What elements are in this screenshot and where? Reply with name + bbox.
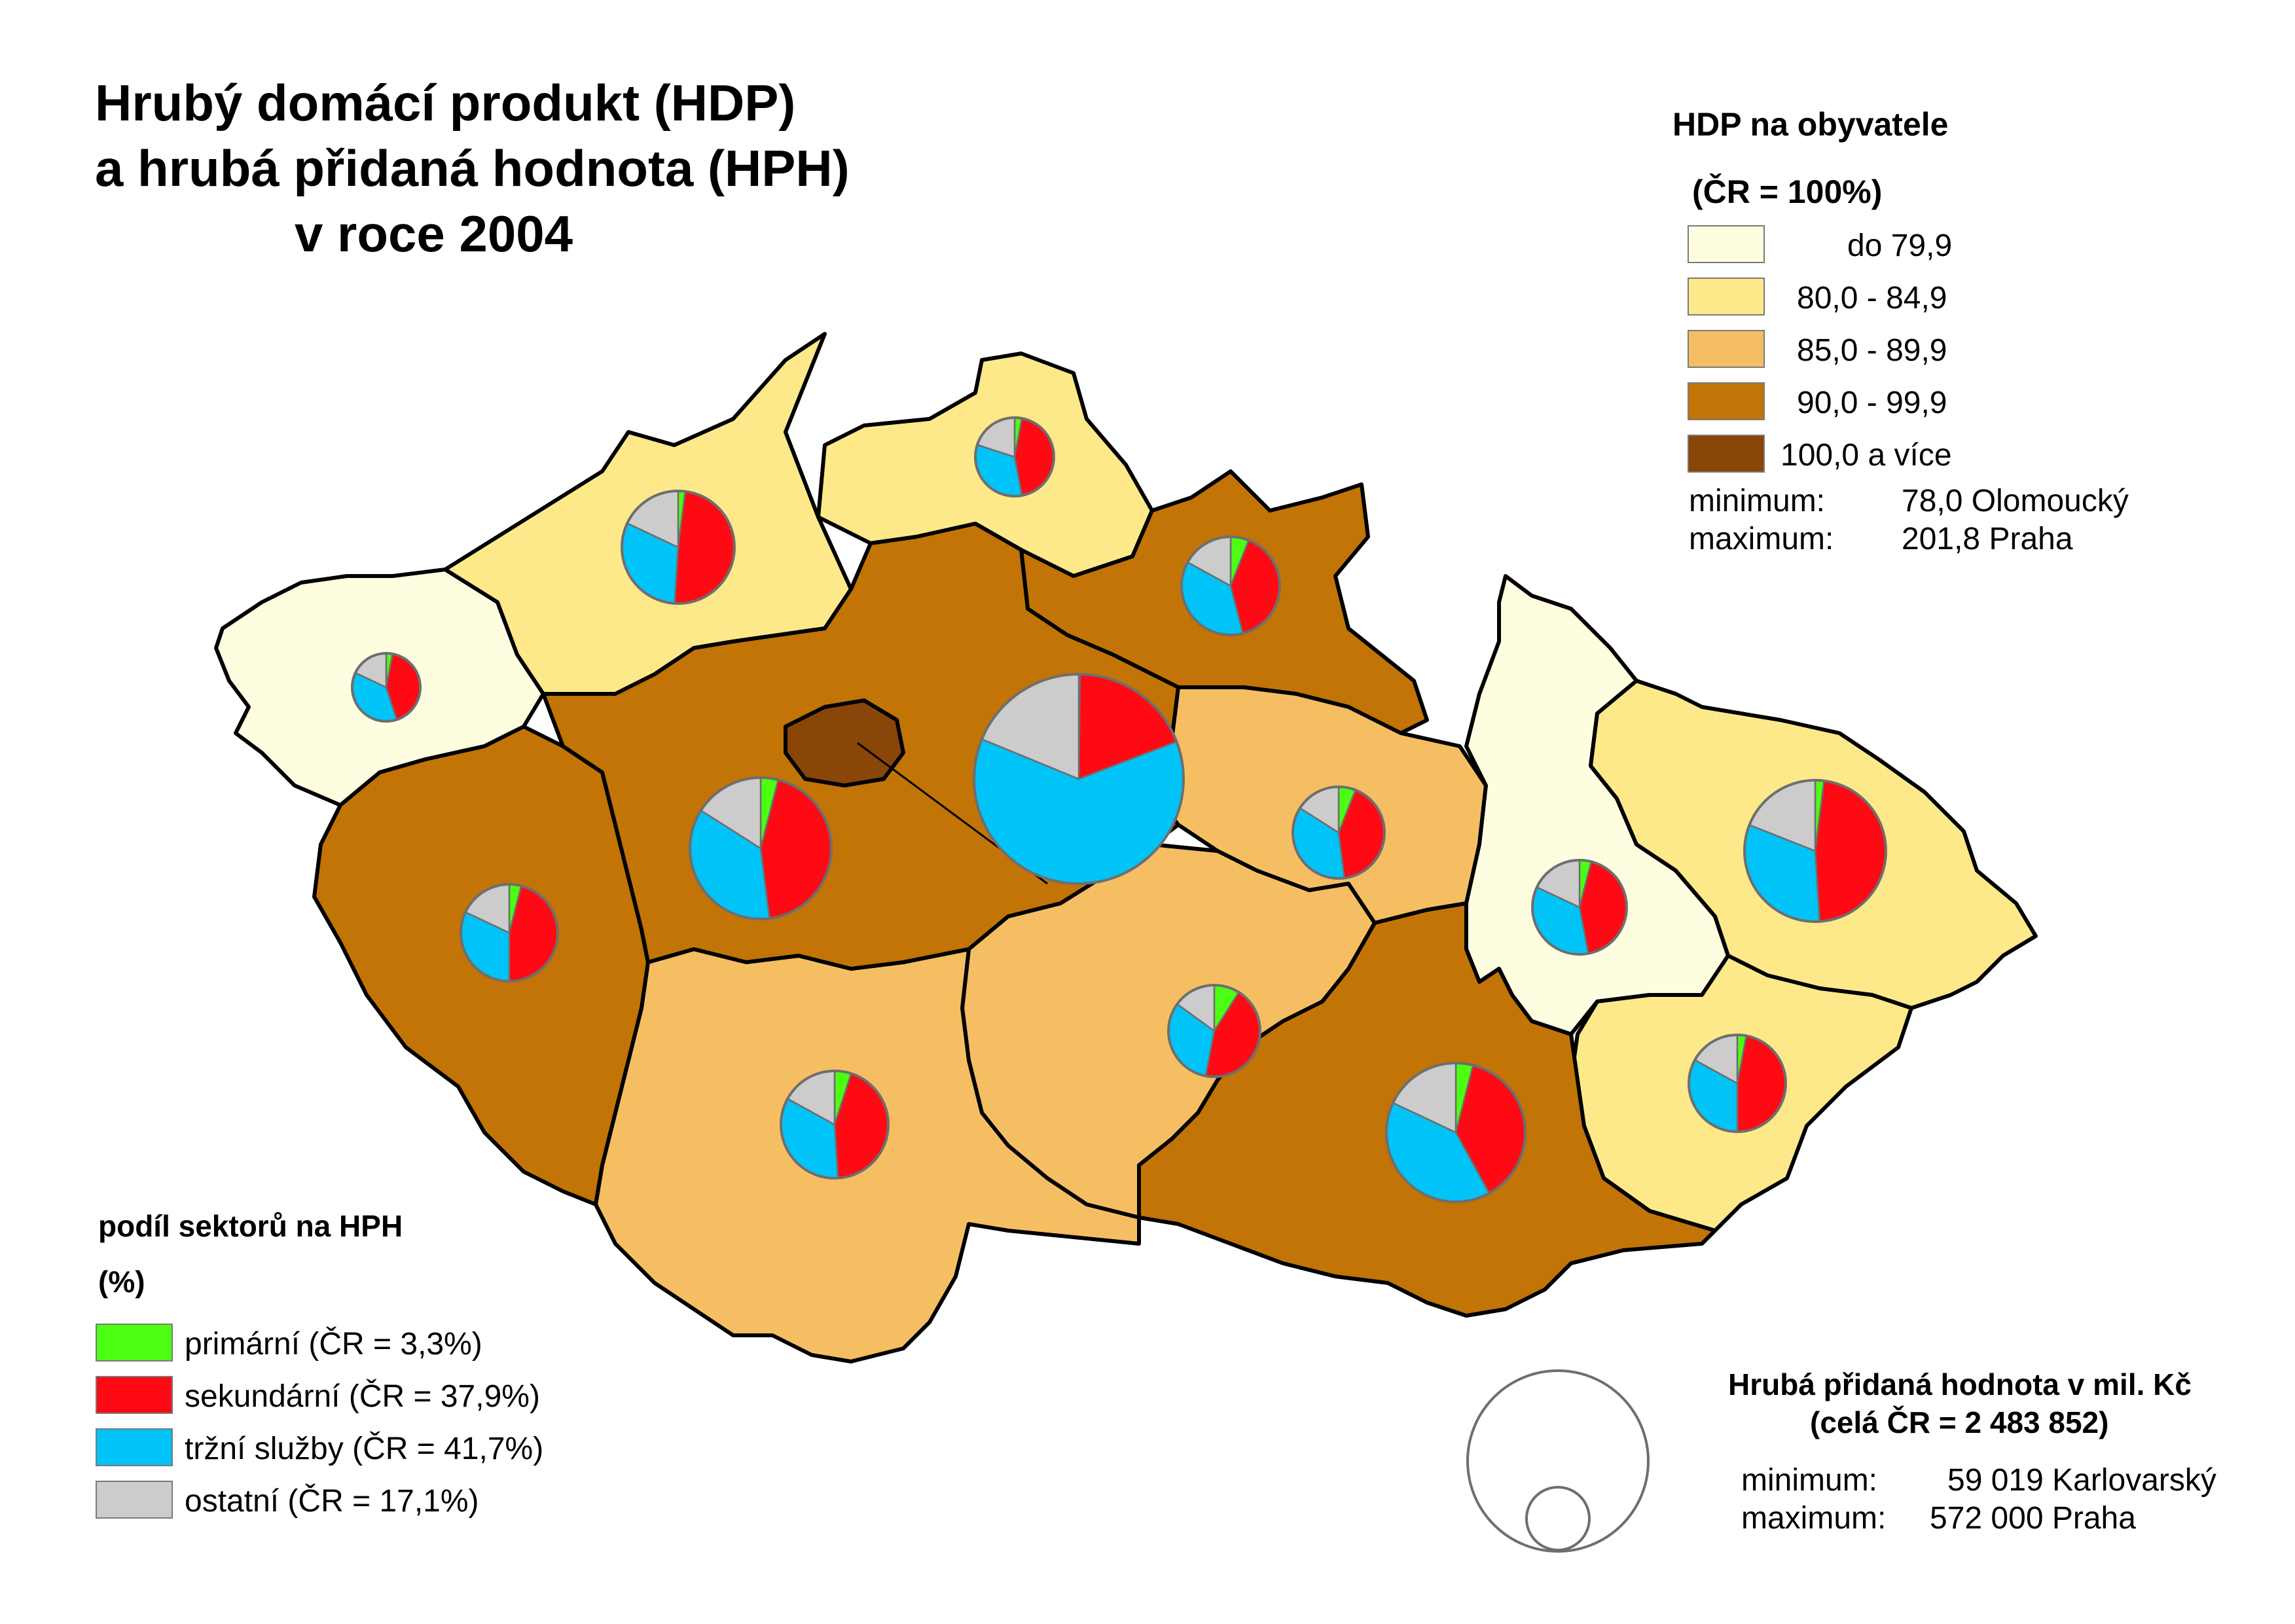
gdp-class-swatch-2: [1688, 278, 1765, 316]
gdp-class-label-5: 100,0 a více: [1780, 438, 1952, 473]
pie-outline-praha: [973, 673, 1185, 885]
pie-outline-jihomoravsky: [1385, 1062, 1527, 1203]
pie-outline-stredocesky: [689, 776, 833, 920]
size-legend-subheading: (celá ČR = 2 483 852): [1810, 1405, 2109, 1439]
sector-swatch-other: [96, 1481, 173, 1519]
pie-outline-moravskoslezsky: [1743, 779, 1887, 923]
sector-swatch-primary: [96, 1324, 173, 1362]
size-maximum-value: 572 000 Praha: [1930, 1501, 2136, 1536]
pie-outline-olomoucky: [1531, 859, 1628, 956]
pie-zlinsky[interactable]: [1688, 1034, 1787, 1133]
gdp-class-label-3: 85,0 - 89,9: [1797, 333, 1947, 368]
pie-ustecky[interactable]: [621, 490, 736, 605]
gdp-minimum-label: minimum:: [1689, 484, 1826, 518]
gdp-maximum-value: 201,8 Praha: [1902, 522, 2073, 556]
pie-stredocesky[interactable]: [689, 776, 833, 920]
sector-label-primary: primární (ČR = 3,3%): [185, 1327, 482, 1362]
sector-label-secondary: sekundární (ČR = 37,9%): [185, 1379, 540, 1414]
size-legend-circle-min: [1525, 1486, 1591, 1551]
gdp-minimum-value: 78,0 Olomoucký: [1902, 484, 2129, 518]
sector-legend-heading: podíl sektorů na HPH: [98, 1209, 403, 1243]
gdp-class-swatch-1: [1688, 225, 1765, 263]
pie-outline-plzensky: [460, 883, 559, 983]
pie-outline-jihocesky: [780, 1070, 890, 1180]
size-legend-heading: Hrubá přidaná hodnota v mil. Kč: [1728, 1367, 2192, 1401]
sector-label-other: ostatní (ČR = 17,1%): [185, 1484, 479, 1519]
size-minimum-label: minimum:: [1741, 1463, 1878, 1498]
size-legend-circles: [1466, 1369, 1650, 1553]
gdp-maximum-label: maximum:: [1689, 522, 1834, 556]
pie-outline-vysocina: [1167, 984, 1261, 1078]
pie-charts: [351, 416, 1887, 1203]
pie-outline-pardubicky: [1292, 785, 1386, 880]
pie-moravskoslezsky[interactable]: [1743, 779, 1887, 923]
pie-outline-kralovehradecky: [1180, 535, 1281, 636]
pie-outline-liberecky: [974, 416, 1055, 497]
pie-kralovehradecky[interactable]: [1180, 535, 1281, 636]
pie-jihomoravsky[interactable]: [1385, 1062, 1527, 1203]
gdp-class-swatch-3: [1688, 330, 1765, 368]
pie-pardubicky[interactable]: [1292, 785, 1386, 880]
sector-swatch-secondary: [96, 1376, 173, 1414]
map-title-line-1: Hrubý domácí produkt (HDP): [95, 74, 796, 132]
pie-karlovarsky[interactable]: [351, 652, 422, 723]
size-maximum-label: maximum:: [1741, 1501, 1887, 1536]
map-title-line-3: v roce 2004: [295, 205, 573, 262]
gdp-class-label-1: do 79,9: [1847, 228, 1953, 263]
gdp-class-swatch-5: [1688, 435, 1765, 473]
gdp-class-swatch-4: [1688, 382, 1765, 420]
pie-vysocina[interactable]: [1167, 984, 1261, 1078]
gdp-class-label-4: 90,0 - 99,9: [1797, 386, 1947, 420]
pie-outline-ustecky: [621, 490, 736, 605]
gdp-class-label-2: 80,0 - 84,9: [1797, 281, 1947, 316]
pie-liberecky[interactable]: [974, 416, 1055, 497]
pie-olomoucky[interactable]: [1531, 859, 1628, 956]
region-praha[interactable]: [784, 698, 905, 787]
sector-swatch-market: [96, 1428, 173, 1466]
gdp-legend-heading: HDP na obyvatele: [1672, 106, 1949, 143]
pie-outline-karlovarsky: [351, 652, 422, 723]
sector-label-market: tržní služby (ČR = 41,7%): [185, 1432, 544, 1466]
sector-legend-subheading: (%): [98, 1265, 145, 1299]
map-title-line-2: a hrubá přidaná hodnota (HPH): [95, 139, 850, 197]
size-minimum-value: 59 019 Karlovarský: [1947, 1463, 2216, 1498]
gdp-legend-subheading: (ČR = 100%): [1692, 173, 1883, 210]
pie-jihocesky[interactable]: [780, 1070, 890, 1180]
pie-outline-zlinsky: [1688, 1034, 1787, 1133]
pie-plzensky[interactable]: [460, 883, 559, 983]
pie-praha[interactable]: [973, 673, 1185, 885]
